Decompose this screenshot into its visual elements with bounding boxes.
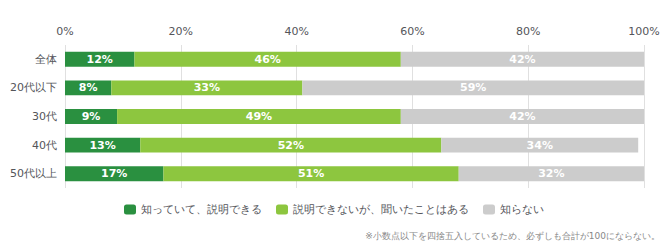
svg-text:40代: 40代	[32, 139, 57, 152]
svg-text:0%: 0%	[56, 25, 73, 38]
svg-text:100%: 100%	[628, 25, 659, 38]
svg-text:全体: 全体	[35, 53, 57, 66]
svg-text:49%: 49%	[246, 110, 272, 123]
svg-text:40%: 40%	[284, 25, 308, 38]
svg-text:説明できないが、聞いたことはある: 説明できないが、聞いたことはある	[293, 203, 469, 216]
svg-text:17%: 17%	[101, 167, 127, 180]
svg-text:52%: 52%	[278, 139, 304, 152]
svg-text:50代以上: 50代以上	[10, 167, 57, 180]
svg-text:80%: 80%	[516, 25, 540, 38]
svg-text:20代以下: 20代以下	[10, 81, 57, 94]
svg-text:59%: 59%	[460, 81, 486, 94]
svg-text:12%: 12%	[87, 53, 113, 66]
svg-text:知っていて、説明できる: 知っていて、説明できる	[141, 203, 262, 216]
svg-text:9%: 9%	[82, 110, 101, 123]
svg-text:8%: 8%	[79, 81, 98, 94]
svg-text:46%: 46%	[254, 53, 280, 66]
svg-text:知らない: 知らない	[500, 203, 544, 216]
svg-text:※小数点以下を四捨五入しているため、必ずしも合計が100にな: ※小数点以下を四捨五入しているため、必ずしも合計が100にならない。	[365, 231, 660, 241]
svg-text:42%: 42%	[509, 110, 535, 123]
svg-text:33%: 33%	[194, 81, 220, 94]
svg-text:60%: 60%	[400, 25, 424, 38]
svg-text:34%: 34%	[527, 139, 553, 152]
svg-text:13%: 13%	[89, 139, 115, 152]
svg-text:42%: 42%	[509, 53, 535, 66]
svg-text:20%: 20%	[169, 25, 193, 38]
svg-text:51%: 51%	[298, 167, 324, 180]
svg-text:32%: 32%	[538, 167, 564, 180]
svg-text:30代: 30代	[32, 110, 57, 123]
